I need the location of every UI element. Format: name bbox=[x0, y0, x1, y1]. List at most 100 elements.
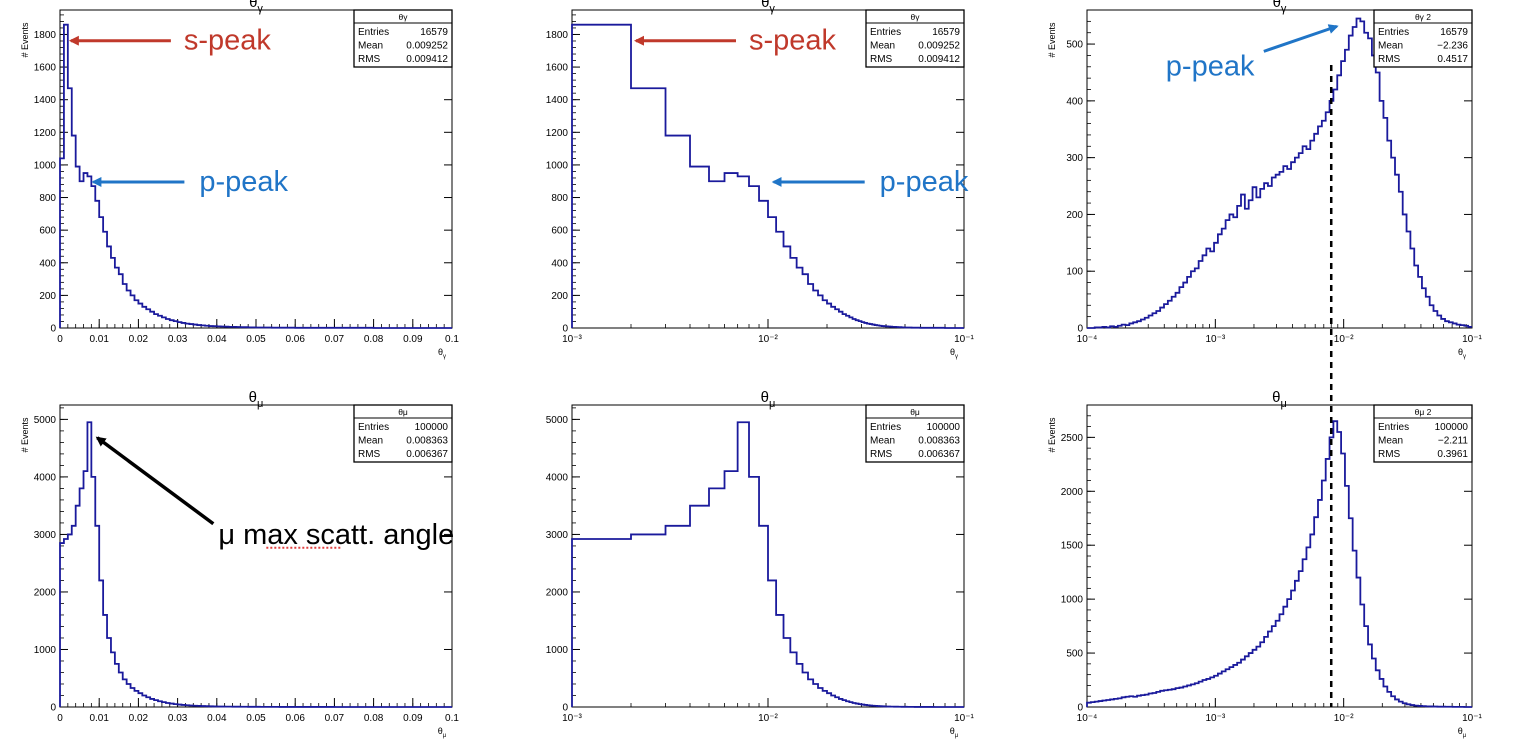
x-tick-label: 0 bbox=[57, 713, 63, 724]
y-tick-label: 1400 bbox=[34, 95, 57, 106]
histogram-bin bbox=[1179, 688, 1183, 707]
histogram-bin bbox=[76, 506, 80, 707]
histogram-bin bbox=[1337, 75, 1341, 328]
histogram-bin bbox=[84, 471, 88, 707]
x-tick-label: 10⁻² bbox=[1334, 334, 1354, 345]
annotation-arrow bbox=[1263, 24, 1339, 53]
stats-box: θμ 2 Entries 100000 Mean −2.211 RMS 0.3961 bbox=[1373, 404, 1473, 463]
stats-label: Entries bbox=[358, 422, 389, 433]
histogram-bin bbox=[1287, 169, 1291, 328]
stats-box: θγ Entries 16579 Mean 0.009252 RMS 0.009412 bbox=[865, 9, 965, 68]
stats-label: Mean bbox=[1378, 436, 1403, 447]
stats-label: RMS bbox=[1378, 449, 1401, 460]
histogram-bin bbox=[790, 652, 796, 707]
stats-label: Mean bbox=[358, 436, 383, 447]
histogram-bin bbox=[1268, 632, 1272, 708]
histogram-bin bbox=[725, 173, 738, 328]
stats-value: 0.009412 bbox=[406, 54, 448, 65]
histogram-bin bbox=[1191, 684, 1195, 707]
histogram-bin bbox=[1303, 146, 1307, 328]
chart-title: θμ bbox=[1272, 389, 1287, 410]
chart-title: θγ bbox=[249, 0, 263, 15]
histogram-bin bbox=[64, 539, 68, 707]
histogram-bin bbox=[91, 186, 95, 328]
x-tick-label: 0.06 bbox=[285, 334, 305, 345]
stats-label: Entries bbox=[870, 27, 901, 38]
histogram-bin bbox=[1210, 251, 1214, 328]
x-tick-label: 0.03 bbox=[168, 334, 188, 345]
histogram-bin bbox=[1280, 172, 1284, 328]
y-tick-label: 500 bbox=[1066, 40, 1083, 51]
x-axis-label: θγ bbox=[950, 347, 958, 360]
y-tick-label: 1000 bbox=[546, 645, 569, 656]
annotation: s-peak bbox=[634, 25, 837, 57]
stats-box: θμ Entries 100000 Mean 0.008363 RMS 0.006367 bbox=[865, 404, 965, 463]
histogram-bin bbox=[768, 217, 776, 328]
histogram-bin bbox=[1218, 234, 1222, 328]
histogram-bin bbox=[1149, 694, 1153, 707]
x-axis-label: θμ bbox=[438, 726, 447, 739]
annotation: μ max scatt. angle bbox=[95, 436, 454, 551]
y-tick-label: 1000 bbox=[34, 160, 57, 171]
histogram-bin bbox=[99, 217, 103, 328]
y-tick-label: 1600 bbox=[34, 63, 57, 74]
y-tick-label: 0 bbox=[1077, 324, 1083, 335]
stats-value: 0.009412 bbox=[918, 54, 960, 65]
histogram-bin bbox=[115, 268, 119, 328]
histogram-bin bbox=[797, 268, 803, 328]
histogram-bin bbox=[68, 534, 72, 707]
histogram-bin bbox=[1299, 153, 1303, 328]
stats-box-frame bbox=[353, 404, 453, 463]
histogram-bin bbox=[1295, 581, 1299, 707]
histogram-bin bbox=[1206, 679, 1210, 707]
x-tick-label: 0.09 bbox=[403, 713, 423, 724]
histogram-bin bbox=[768, 580, 776, 707]
histogram-bin bbox=[1249, 200, 1253, 328]
panel-p5: 0 1000 2000 3000 4000 5000 10⁻³ 10⁻² 10⁻¹ θμ θμ θμ E… bbox=[546, 389, 975, 739]
histogram-bin bbox=[749, 477, 759, 707]
histogram-bin bbox=[1160, 691, 1164, 707]
histogram-bin bbox=[776, 615, 783, 707]
stats-label: Entries bbox=[870, 422, 901, 433]
histogram-bin bbox=[738, 176, 749, 328]
histogram-bin bbox=[1126, 697, 1130, 707]
stats-box: θμ Entries 100000 Mean 0.008363 RMS 0.006367 bbox=[353, 404, 453, 463]
y-tick-label: 300 bbox=[1066, 153, 1083, 164]
x-axis-label: θγ bbox=[1458, 347, 1466, 360]
histogram-bin bbox=[709, 181, 725, 328]
histogram-bin bbox=[1222, 671, 1226, 707]
x-tick-label: 0.02 bbox=[129, 334, 149, 345]
stats-value: 100000 bbox=[415, 422, 449, 433]
x-tick-label: 0.02 bbox=[129, 713, 149, 724]
y-tick-label: 0 bbox=[50, 324, 56, 335]
histogram-bin bbox=[1233, 217, 1237, 328]
histogram-bin bbox=[1333, 421, 1337, 707]
chart-title: θμ bbox=[249, 389, 264, 410]
histogram-bin bbox=[784, 246, 791, 328]
y-tick-label: 200 bbox=[551, 291, 568, 302]
histogram-bin bbox=[1322, 121, 1326, 328]
y-tick-label: 1800 bbox=[34, 30, 57, 41]
histogram-bin bbox=[1253, 650, 1257, 707]
y-tick-label: 2000 bbox=[34, 587, 57, 598]
annotation-text: s-peak bbox=[184, 25, 272, 57]
histogram-bin bbox=[1310, 534, 1314, 707]
x-tick-label: 10⁻³ bbox=[562, 713, 582, 724]
stats-label: RMS bbox=[358, 449, 381, 460]
histogram-bin bbox=[1287, 599, 1291, 707]
histogram-bin bbox=[1376, 72, 1380, 328]
stats-value: 0.006367 bbox=[406, 449, 448, 460]
stats-box-title: θγ bbox=[911, 12, 921, 22]
histogram-bin bbox=[1245, 656, 1249, 707]
x-tick-label: 10⁻¹ bbox=[954, 334, 974, 345]
histogram-bin bbox=[1341, 61, 1345, 328]
panel-p2: 0 200 400 600 800 1000 1200 1400 1600 1800 10⁻³ 10⁻… bbox=[546, 0, 975, 360]
histogram-bin bbox=[1310, 141, 1314, 328]
annotation: p-peak bbox=[771, 166, 969, 198]
histogram-bin bbox=[1303, 559, 1307, 707]
x-tick-label: 0.01 bbox=[89, 334, 109, 345]
annotation-text: p-peak bbox=[199, 166, 288, 198]
histogram-bin bbox=[76, 167, 80, 328]
histogram-bin bbox=[1383, 118, 1387, 328]
histogram-bin bbox=[1214, 676, 1218, 707]
